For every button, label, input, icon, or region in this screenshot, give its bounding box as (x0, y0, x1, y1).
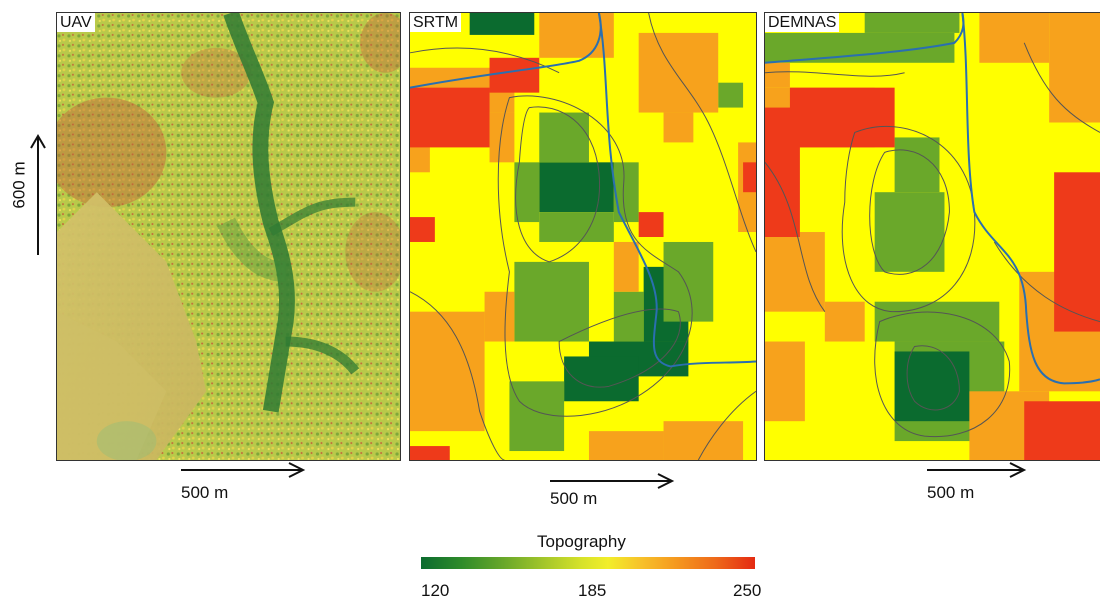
legend-tick-max: 250 (733, 581, 762, 600)
uav-map-panel: UAV (56, 12, 401, 461)
uav-panel-label: UAV (57, 13, 95, 32)
legend-tick-min: 120 (421, 581, 450, 600)
demnas-scale-label: 500 m (927, 483, 975, 502)
vertical-scale-arrow (14, 130, 54, 260)
srtm-scale-arrow (550, 471, 680, 491)
demnas-map-panel: DEMNAS (764, 12, 1100, 461)
demnas-elevation-map (765, 13, 1100, 460)
srtm-scale-label: 500 m (550, 489, 598, 508)
uav-elevation-map (57, 13, 400, 460)
uav-scale-arrow (181, 460, 311, 480)
vertical-scale-label: 600 m (9, 161, 29, 209)
uav-scale-label: 500 m (181, 483, 229, 502)
legend-title: Topography (537, 532, 626, 551)
srtm-panel-label: SRTM (410, 13, 462, 32)
legend-tick-mid: 185 (578, 581, 607, 600)
demnas-panel-label: DEMNAS (765, 13, 840, 32)
srtm-map-panel: SRTM (409, 12, 757, 461)
demnas-scale-arrow (927, 460, 1032, 480)
legend-color-ramp (421, 557, 755, 569)
srtm-elevation-map (410, 13, 756, 460)
